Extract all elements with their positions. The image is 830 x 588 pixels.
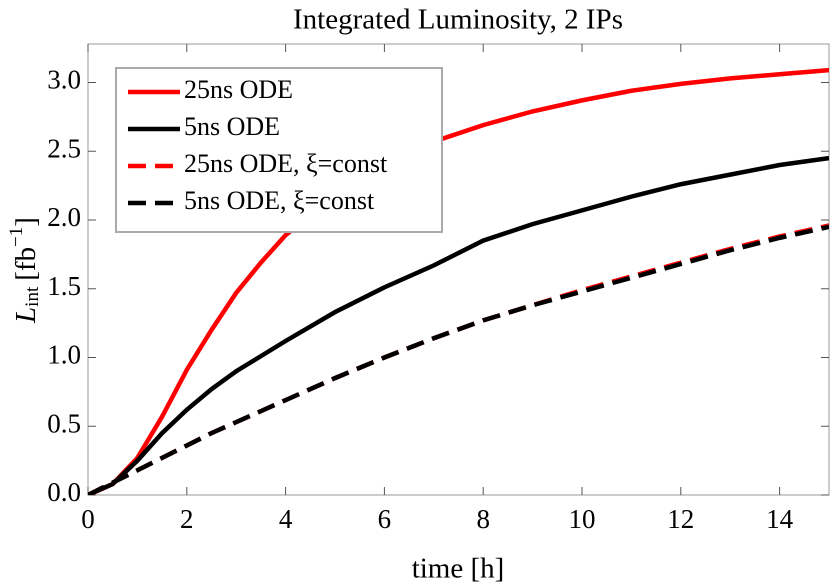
- y-label-main: L: [10, 307, 42, 324]
- x-axis-label: time [h]: [412, 553, 505, 585]
- y-label-unit: [fb: [10, 247, 42, 281]
- y-tick-label: 2.5: [47, 133, 81, 163]
- series-line: [88, 224, 829, 495]
- y-label-sub: int: [22, 286, 43, 307]
- y-tick-label: 1.5: [47, 271, 81, 301]
- chart-title: Integrated Luminosity, 2 IPs: [293, 4, 623, 36]
- legend-label: 5ns ODE: [184, 112, 280, 141]
- x-tick-label: 8: [476, 504, 490, 534]
- series-line: [88, 223, 829, 495]
- legend-label: 5ns ODE, ξ=const: [184, 186, 375, 215]
- x-tick-label: 4: [279, 504, 293, 534]
- y-tick-label: 2.0: [47, 202, 81, 232]
- y-tick-label: 0.5: [47, 408, 81, 438]
- x-tick-label: 14: [766, 504, 794, 534]
- legend-label: 25ns ODE, ξ=const: [184, 149, 388, 178]
- x-tick-label: 6: [378, 504, 392, 534]
- x-tick-label: 10: [569, 504, 596, 534]
- y-label-close: ]: [10, 217, 42, 227]
- x-tick-label: 2: [180, 504, 194, 534]
- y-tick-label: 3.0: [47, 65, 81, 95]
- legend-label: 25ns ODE: [184, 75, 293, 104]
- y-tick-label: 1.0: [47, 340, 81, 370]
- legend-box: [115, 67, 443, 233]
- y-axis-label: Lint [fb−1]: [6, 217, 43, 324]
- y-tick-label: 0.0: [47, 477, 81, 507]
- plot-frame: [87, 43, 830, 496]
- x-tick-label: 0: [81, 504, 95, 534]
- series-line: [88, 155, 829, 495]
- x-tick-label: 12: [667, 504, 694, 534]
- y-label-sup: −1: [6, 227, 27, 247]
